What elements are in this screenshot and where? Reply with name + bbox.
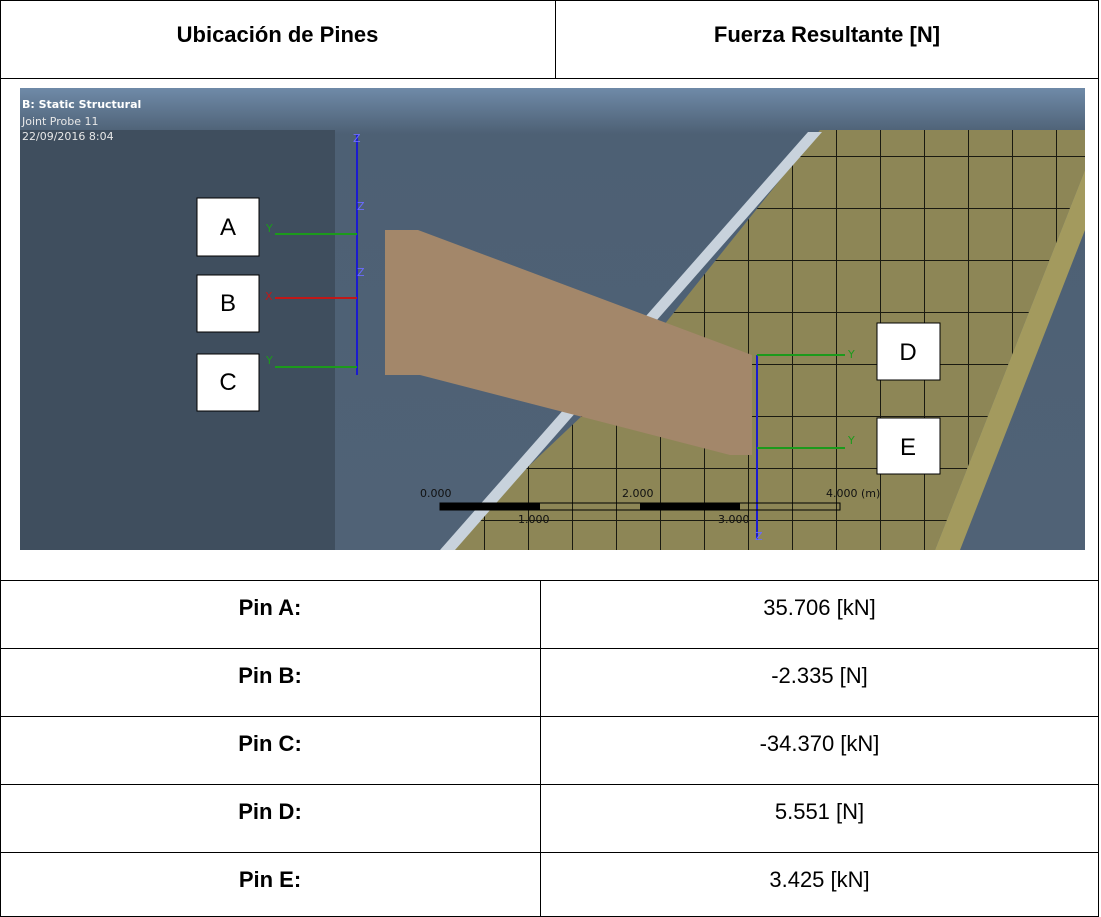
pin-label: C <box>219 369 236 396</box>
scale-label: 2.000 <box>622 487 654 500</box>
scale-bar <box>439 502 841 511</box>
header-cell: Fuerza Resultante [N] <box>713 22 941 47</box>
pin-name: Pin D: <box>238 799 302 824</box>
label-boxes <box>196 197 941 475</box>
pin-name: Pin E: <box>238 867 302 892</box>
scale-bar <box>640 503 740 510</box>
force-value: 35.706 [kN] <box>763 595 876 620</box>
force-value: 5.551 [N] <box>774 799 865 824</box>
axis-label: Y <box>265 354 273 367</box>
scale-label: 1.000 <box>518 513 550 526</box>
pin-name: Pin B: <box>238 663 302 688</box>
pin-label: E <box>900 434 916 461</box>
force-value: 3.425 [kN] <box>769 867 870 892</box>
figure-timestamp: 22/09/2016 8:04 <box>22 130 114 143</box>
axis-label: Y <box>265 222 273 235</box>
pin-name: Pin C: <box>238 731 302 756</box>
axis-label: Z <box>755 530 763 543</box>
figure-title: B: Static Structural <box>22 98 141 111</box>
pin-label: B <box>220 290 236 317</box>
header-cell: Ubicación de Pines <box>176 22 379 47</box>
scale-label: 3.000 <box>718 513 750 526</box>
axis-label: X <box>265 290 273 303</box>
axis-label: Y <box>847 348 855 361</box>
scale-bar <box>440 503 540 510</box>
figure-subtitle: Joint Probe 11 <box>21 115 99 128</box>
pin-label: D <box>899 339 916 366</box>
force-value: -2.335 [N] <box>771 663 868 688</box>
axis-label: Y <box>847 434 855 447</box>
scale-label: 0.000 <box>420 487 452 500</box>
pin-label: A <box>220 214 236 241</box>
edge <box>935 170 1085 550</box>
axis-label: Z <box>357 200 365 213</box>
beam <box>385 230 752 455</box>
axis-label: Z <box>357 266 365 279</box>
pin-name: Pin A: <box>238 595 302 620</box>
panel <box>20 130 335 550</box>
scale-label: 4.000 (m) <box>826 487 880 500</box>
force-value: -34.370 [kN] <box>759 731 880 756</box>
axis-label: Z <box>353 132 361 145</box>
